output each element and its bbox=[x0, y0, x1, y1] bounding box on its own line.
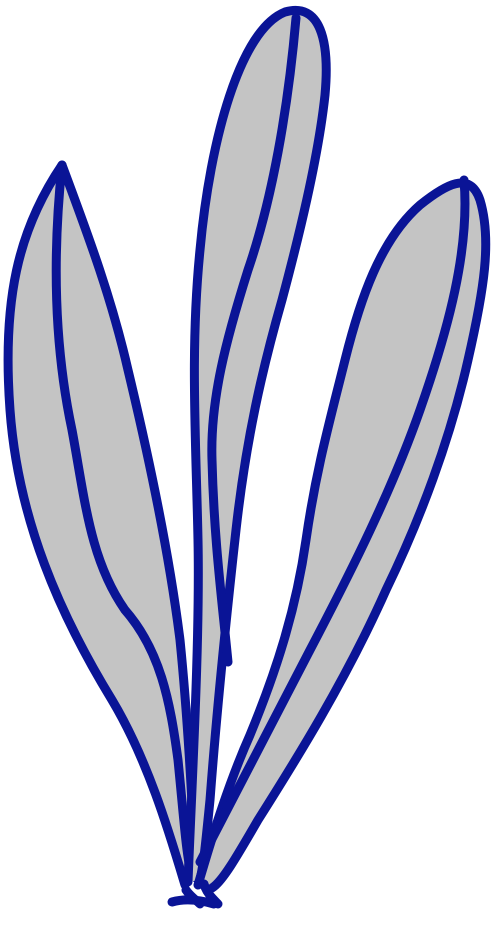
right-leaf bbox=[193, 175, 491, 893]
center-leaf bbox=[183, 5, 331, 887]
right-leaf-outline bbox=[193, 178, 491, 893]
right-leaf-blade bbox=[198, 183, 486, 889]
center-leaf-midrib bbox=[207, 13, 301, 667]
right-leaf-midrib bbox=[195, 175, 470, 867]
plant-icon bbox=[3, 5, 491, 909]
stem-base bbox=[167, 879, 223, 909]
center-leaf-blade bbox=[188, 10, 327, 882]
left-leaf bbox=[3, 160, 201, 890]
left-leaf-midrib bbox=[51, 160, 195, 873]
stem-base-tip bbox=[181, 879, 223, 909]
